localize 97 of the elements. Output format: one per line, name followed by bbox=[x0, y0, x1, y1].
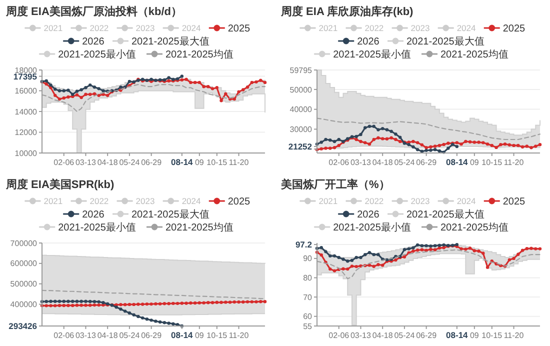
x-tick-label: 11-20 bbox=[504, 158, 524, 167]
y-tick-label: 70 bbox=[303, 292, 313, 302]
x-tick-label: 06-29 bbox=[141, 158, 162, 167]
x-tick-label: 03-13 bbox=[75, 158, 97, 167]
x-tick-label: 09 bbox=[194, 331, 204, 340]
x-tick-label: 02-06 bbox=[328, 331, 350, 340]
legend-label: 2021-2025均值 bbox=[166, 48, 234, 60]
x-tick-label: 04-18 bbox=[97, 158, 118, 167]
x-tick-label: 05-24 bbox=[119, 331, 140, 340]
x-tick-label: 11-20 bbox=[504, 331, 524, 340]
legend-label: 2023 bbox=[410, 196, 430, 206]
y-tick-label: 400000 bbox=[10, 300, 38, 310]
legend-label: 2023 bbox=[410, 22, 430, 33]
x-tick-label: 09 bbox=[470, 158, 480, 167]
legend-label: 2024 bbox=[182, 196, 202, 206]
x-tick-label: 08-14 bbox=[171, 330, 194, 340]
legend-label: 2021-2025均值 bbox=[440, 222, 508, 234]
legend-label: 2021 bbox=[44, 22, 63, 33]
legend-label: 2024 bbox=[456, 196, 476, 206]
x-tick-label: 08-14 bbox=[171, 157, 194, 167]
y-tick-label: 14000 bbox=[14, 107, 38, 116]
y-tick-label: 90 bbox=[303, 254, 313, 264]
y-tick-label: 10000 bbox=[14, 148, 38, 158]
y-tick-label: 12000 bbox=[14, 128, 38, 138]
x-tick-label: 09 bbox=[194, 158, 204, 167]
chart-title: 周度 EIA美国SPR(kb) bbox=[5, 178, 115, 191]
legend-label: 2021-2025最小值 bbox=[58, 48, 136, 60]
y-tick-label: 700000 bbox=[10, 238, 38, 248]
x-tick-label: 04-18 bbox=[97, 331, 118, 340]
y-tick-label: 21252 bbox=[288, 142, 312, 152]
legend-label: 2026 bbox=[82, 36, 105, 48]
legend-label: 2026 bbox=[82, 210, 105, 220]
legend-label: 2024 bbox=[182, 22, 202, 33]
legend-label: 2021 bbox=[318, 196, 338, 206]
legend-label: 2021-2025最大值 bbox=[406, 208, 484, 220]
x-tick-label: 08-14 bbox=[446, 330, 468, 340]
y-tick-label: 59795 bbox=[290, 66, 313, 75]
legend-label: 2023 bbox=[136, 196, 155, 206]
legend-label: 2026 bbox=[357, 36, 380, 48]
legend-label: 2022 bbox=[90, 22, 109, 33]
legend-label: 2023 bbox=[136, 22, 155, 33]
y-tick-label: 80 bbox=[303, 274, 313, 283]
x-tick-label: 02-06 bbox=[328, 158, 350, 167]
y-tick-label: 500000 bbox=[10, 280, 38, 289]
x-tick-label: 05-24 bbox=[394, 331, 416, 340]
x-tick-label: 06-29 bbox=[141, 331, 162, 340]
x-tick-label: 05-24 bbox=[119, 158, 140, 167]
x-tick-label: 10-15 bbox=[206, 158, 228, 167]
y-tick-label: 18000 bbox=[14, 66, 38, 75]
x-tick-label: 10-15 bbox=[206, 331, 228, 340]
legend-label: 2021-2025最大值 bbox=[406, 36, 484, 48]
y-tick-label: 30000 bbox=[290, 124, 313, 134]
y-tick-label: 40000 bbox=[290, 105, 313, 114]
legend-label: 2021 bbox=[318, 22, 338, 33]
legend-label: 2025 bbox=[228, 196, 251, 208]
legend-label: 2025 bbox=[502, 196, 526, 208]
y-tick-label: 50000 bbox=[290, 85, 313, 94]
x-tick-label: 06-29 bbox=[416, 331, 438, 340]
legend-label: 2021-2025均值 bbox=[166, 222, 234, 234]
legend-label: 2024 bbox=[456, 22, 476, 33]
x-tick-label: 03-13 bbox=[350, 158, 372, 167]
legend-label: 2021-2025均值 bbox=[440, 48, 508, 60]
legend-label: 2025 bbox=[502, 24, 526, 34]
chart-title: 周度 EIA美国炼厂原油投料（kb/d） bbox=[5, 5, 182, 18]
x-tick-label: 03-13 bbox=[350, 331, 372, 340]
legend-label: 2025 bbox=[228, 24, 251, 34]
legend-label: 2021 bbox=[44, 196, 63, 206]
legend-label: 2026 bbox=[357, 210, 380, 220]
legend-label: 2022 bbox=[364, 196, 384, 206]
y-tick-label: 97.2 bbox=[295, 240, 312, 250]
x-tick-label: 08-14 bbox=[446, 157, 468, 167]
x-tick-label: 03-13 bbox=[75, 331, 97, 340]
y-tick-label: 600000 bbox=[10, 259, 38, 268]
x-tick-label: 02-06 bbox=[54, 158, 75, 167]
x-tick-label: 10-15 bbox=[482, 331, 503, 340]
chart-title: 周度 EIA 库欣原油库存(kb) bbox=[280, 5, 414, 18]
legend-label: 2021-2025最小值 bbox=[58, 222, 136, 234]
legend-label: 2021-2025最小值 bbox=[333, 48, 411, 60]
legend-label: 2021-2025最大值 bbox=[132, 36, 210, 48]
x-tick-label: 05-24 bbox=[394, 158, 416, 167]
x-tick-label: 10-15 bbox=[482, 158, 503, 167]
chart-title: 美国炼厂开工率（%） bbox=[280, 178, 390, 191]
y-tick-label: 60 bbox=[303, 312, 313, 322]
y-tick-label: 55 bbox=[303, 322, 313, 331]
x-tick-label: 09 bbox=[470, 331, 480, 340]
y-tick-label: 16000 bbox=[14, 86, 38, 96]
x-tick-label: 06-29 bbox=[416, 158, 438, 167]
x-tick-label: 11-20 bbox=[228, 331, 250, 340]
y-tick-label: 293426 bbox=[8, 320, 38, 331]
legend-label: 2021-2025最大值 bbox=[132, 208, 210, 220]
x-tick-label: 11-20 bbox=[228, 158, 250, 167]
legend-label: 2022 bbox=[364, 22, 384, 33]
x-tick-label: 04-18 bbox=[372, 158, 394, 167]
x-tick-label: 02-06 bbox=[54, 331, 75, 340]
x-tick-label: 04-18 bbox=[372, 331, 394, 340]
legend-label: 2022 bbox=[90, 196, 109, 206]
legend-label: 2021-2025最小值 bbox=[333, 222, 411, 234]
